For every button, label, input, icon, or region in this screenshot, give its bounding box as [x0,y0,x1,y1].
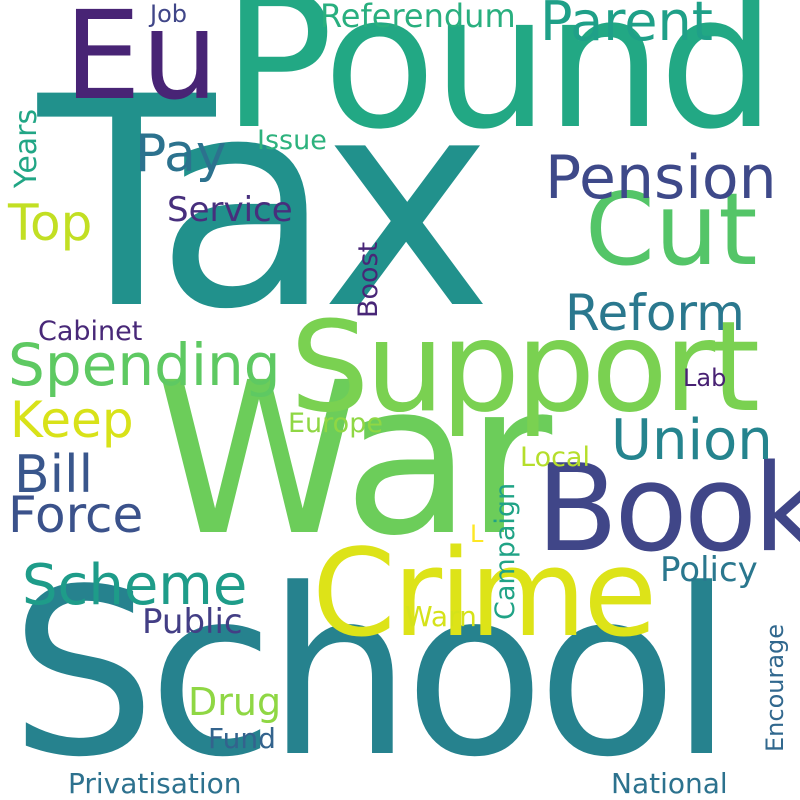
word-book: Book [536,440,800,579]
word-scheme: Scheme [22,553,248,618]
word-spending: Spending [8,331,281,399]
word-l: L [470,520,484,548]
word-national: National [611,767,728,800]
word-eu: Eu [64,0,219,127]
word-pension: Pension [545,143,777,213]
word-policy: Policy [660,550,758,590]
word-issue: Issue [257,125,327,156]
word-tax: Tax [38,36,492,373]
word-privatisation: Privatisation [68,767,242,800]
word-referendum: Referendum [320,0,516,35]
word-bill: Bill [14,445,94,505]
word-service: Service [167,190,293,230]
word-cut: Cut [585,171,758,288]
word-force: Force [8,486,144,544]
word-union: Union [611,408,773,473]
word-local: Local [520,442,590,473]
word-europe: Europe [288,408,383,439]
word-top: Top [8,194,93,252]
word-reform: Reform [565,284,745,342]
word-cabinet: Cabinet [38,316,143,347]
word-school: School [10,541,734,800]
word-parent: Parent [540,0,713,53]
word-encourage: Encourage [761,623,789,752]
word-job: Job [150,0,187,28]
word-fund: Fund [208,722,276,755]
word-pay: Pay [135,124,227,184]
word-boost: Boost [353,241,384,318]
word-pound: Pound [222,0,776,170]
word-drug: Drug [188,680,282,724]
word-keep: Keep [10,391,134,449]
word-crime: Crime [312,525,657,664]
word-warn: Warn [405,600,477,633]
word-years: Years [9,108,44,188]
word-lab: Lab [683,364,727,392]
word-war: War [155,337,552,582]
word-campaign: Campaign [490,482,521,620]
word-support: Support [290,295,760,440]
word-public: Public [142,602,243,642]
